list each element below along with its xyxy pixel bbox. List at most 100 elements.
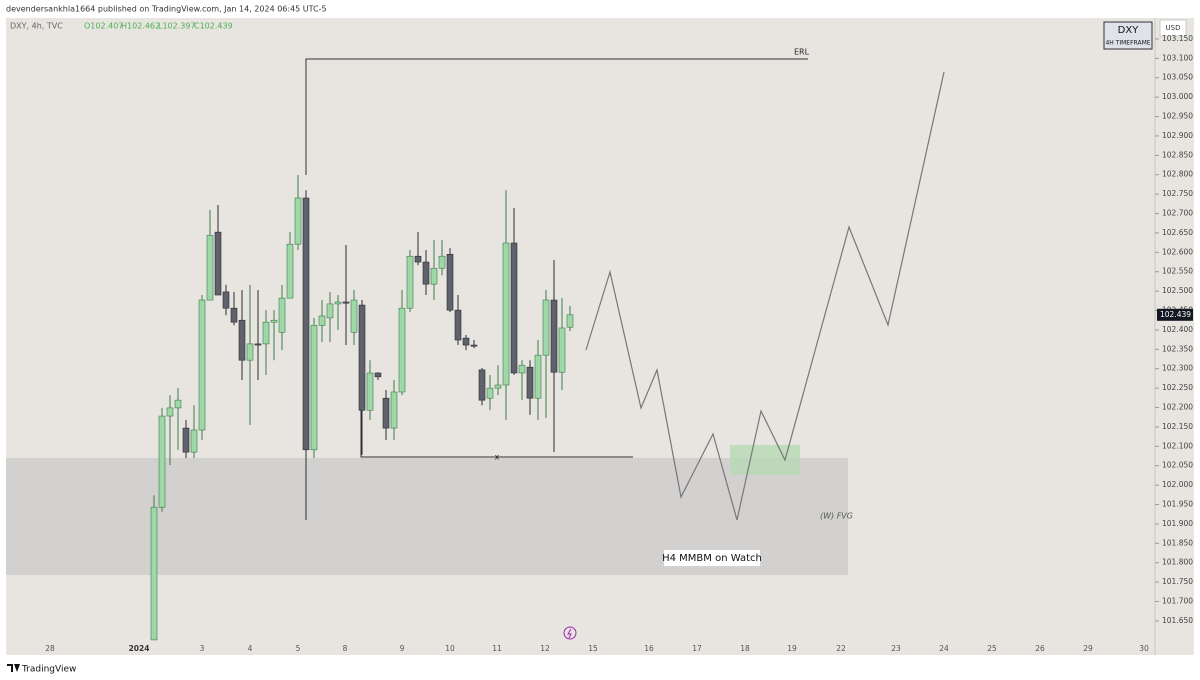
candle-body bbox=[422, 261, 430, 285]
badge: DXY 4H TIMEFRAME USD bbox=[1103, 19, 1187, 50]
y-tick-label: 102.800 bbox=[1162, 170, 1193, 179]
y-tick-label: 102.150 bbox=[1162, 422, 1193, 431]
candle-body bbox=[438, 255, 446, 269]
candle-body bbox=[518, 364, 526, 374]
candle-body bbox=[478, 369, 486, 401]
x-tick-label: 2024 bbox=[129, 644, 150, 653]
candle-body bbox=[502, 242, 510, 386]
candle-body bbox=[454, 309, 462, 341]
x-tick-label: 28 bbox=[45, 644, 55, 653]
candle-body bbox=[350, 299, 358, 333]
candle-body bbox=[262, 321, 270, 345]
candle-body bbox=[446, 253, 454, 311]
x-tick-label: 16 bbox=[644, 644, 654, 653]
candle-body bbox=[310, 324, 318, 451]
y-tick-label: 103.050 bbox=[1162, 73, 1193, 82]
x-tick-label: 3 bbox=[200, 644, 205, 653]
y-tick-label: 101.650 bbox=[1162, 616, 1193, 625]
low-line bbox=[360, 410, 633, 458]
y-tick-label: 102.650 bbox=[1162, 228, 1193, 237]
badge-subtitle: 4H TIMEFRAME bbox=[1105, 40, 1150, 47]
y-tick-label: 101.800 bbox=[1162, 558, 1193, 567]
y-tick-label: 101.900 bbox=[1162, 519, 1193, 528]
x-tick-label: 15 bbox=[588, 644, 598, 653]
projection-path bbox=[585, 71, 945, 521]
y-tick-label: 102.200 bbox=[1162, 403, 1193, 412]
candle-body bbox=[342, 301, 350, 304]
candle-body bbox=[406, 255, 414, 309]
candle-body bbox=[534, 354, 542, 399]
y-tick-label: 102.550 bbox=[1162, 267, 1193, 276]
publisher: devendersankhla1664 published on Trading… bbox=[6, 5, 327, 14]
candle-body bbox=[494, 384, 502, 389]
x-tick-label: 23 bbox=[891, 644, 901, 653]
event-icon bbox=[563, 626, 577, 640]
y-tick-label: 102.700 bbox=[1162, 209, 1193, 218]
ohlc-close: C102.439 bbox=[194, 22, 233, 31]
candle-body bbox=[462, 337, 470, 346]
candle-body bbox=[198, 299, 206, 431]
candle-body bbox=[222, 291, 230, 309]
watch-label: H4 MMBM on Watch bbox=[662, 553, 762, 564]
x-tick-label: 17 bbox=[692, 644, 702, 653]
fvg-zone: (W) FVG H4 MMBM on Watch bbox=[6, 458, 853, 575]
x-tick-label: 19 bbox=[787, 644, 797, 653]
x-tick-label: 10 bbox=[445, 644, 455, 653]
x-tick-label: 18 bbox=[740, 644, 750, 653]
y-tick-label: 103.100 bbox=[1162, 53, 1193, 62]
candle-body bbox=[486, 387, 494, 399]
x-tick-label: 9 bbox=[400, 644, 405, 653]
candle-body bbox=[566, 314, 574, 328]
y-tick-label: 103.000 bbox=[1162, 92, 1193, 101]
x-tick-label: 12 bbox=[540, 644, 550, 653]
y-tick-label: 102.350 bbox=[1162, 344, 1193, 353]
x-tick-label: 29 bbox=[1083, 644, 1093, 653]
drawings: ERL x bbox=[305, 48, 945, 640]
symbol: DXY, 4h, TVC bbox=[10, 22, 63, 31]
badge-box bbox=[1103, 21, 1153, 50]
candle-body bbox=[166, 407, 174, 417]
y-tick-label: 101.750 bbox=[1162, 577, 1193, 586]
y-tick-label: 101.850 bbox=[1162, 538, 1193, 547]
y-tick-label: 101.950 bbox=[1162, 500, 1193, 509]
candle-body bbox=[526, 366, 534, 399]
candle-body bbox=[382, 397, 390, 429]
candle-body bbox=[190, 429, 198, 453]
candle-body bbox=[334, 301, 342, 305]
candle-body bbox=[374, 372, 382, 378]
candle-body bbox=[302, 197, 310, 451]
candle-body bbox=[414, 255, 422, 263]
footer-bg bbox=[0, 660, 1200, 680]
x-tick-label: 4 bbox=[248, 644, 253, 653]
candle-body bbox=[150, 506, 158, 641]
erl-line bbox=[305, 58, 808, 175]
y-tick-label: 102.400 bbox=[1162, 325, 1193, 334]
footer: TradingView bbox=[21, 665, 76, 675]
candle-body bbox=[278, 297, 286, 333]
x-tick-label: 5 bbox=[296, 644, 301, 653]
candle-body bbox=[158, 415, 166, 508]
last-price-box bbox=[1157, 308, 1193, 321]
candle-body bbox=[366, 372, 374, 411]
currency: USD bbox=[1166, 24, 1181, 32]
y-tick-label: 101.700 bbox=[1162, 597, 1193, 606]
x-tick-label: 22 bbox=[836, 644, 846, 653]
y-tick-label: 102.850 bbox=[1162, 150, 1193, 159]
y-tick-label: 102.500 bbox=[1162, 286, 1193, 295]
price-axis-bg bbox=[1155, 18, 1194, 655]
candle-body bbox=[246, 343, 254, 361]
price-axis: 103.150 103.100 103.050 103.000 102.950 102.9… bbox=[1155, 34, 1193, 625]
y-tick-label: 102.750 bbox=[1162, 189, 1193, 198]
badge-title: DXY bbox=[1118, 25, 1140, 36]
y-tick-label: 103.150 bbox=[1162, 34, 1193, 43]
y-tick-label: 102.950 bbox=[1162, 112, 1193, 121]
ohlc-high: H102.462 bbox=[121, 22, 160, 31]
candle-body bbox=[254, 343, 262, 346]
y-tick-label: 102.050 bbox=[1162, 461, 1193, 470]
x-tick-label: 11 bbox=[492, 644, 502, 653]
candle-body bbox=[214, 231, 222, 296]
x-tick-label: 26 bbox=[1035, 644, 1045, 653]
y-tick-label: 102.100 bbox=[1162, 441, 1193, 450]
fvg-label: (W) FVG bbox=[820, 512, 853, 521]
watch-bg bbox=[664, 550, 760, 566]
